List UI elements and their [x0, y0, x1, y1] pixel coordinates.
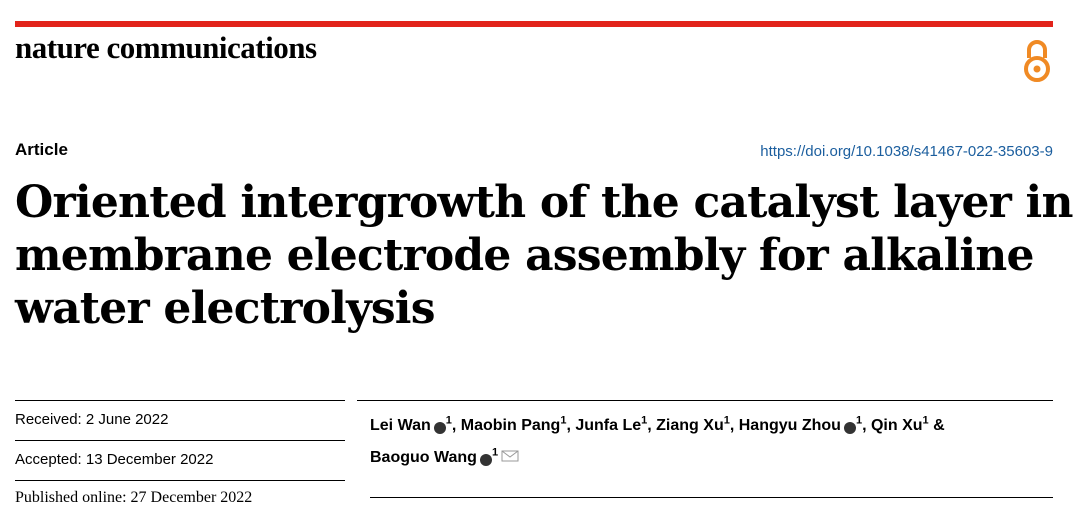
open-access-icon — [1024, 40, 1050, 82]
title-line: Oriented intergrowth of the catalyst lay… — [15, 177, 1073, 228]
affiliation: 1 — [641, 415, 648, 427]
affiliation: 1 — [560, 415, 567, 427]
journal-name: nature communications — [15, 30, 317, 65]
separator: & — [928, 417, 945, 435]
article-title: Oriented intergrowth of the catalyst lay… — [15, 176, 1073, 335]
author: Ziang Xu1, — [656, 415, 739, 435]
author: Qin Xu1 & — [870, 415, 945, 435]
author-name: Junfa Le — [575, 417, 642, 435]
title-line: membrane electrode assembly for alkaline — [15, 230, 1034, 281]
orcid-icon: ​ — [433, 422, 446, 435]
author-name: Lei Wan — [370, 417, 431, 435]
author-name: Qin Xu — [870, 417, 923, 435]
separator: , — [862, 417, 871, 435]
author-name: Maobin Pang — [460, 417, 561, 435]
email-icon[interactable] — [501, 450, 519, 462]
author-name: Ziang Xu — [656, 417, 724, 435]
separator: , — [566, 417, 576, 435]
affiliation: 1 — [445, 415, 452, 427]
affiliation: 1 — [855, 415, 863, 427]
divider — [357, 400, 1053, 401]
author-name: Hangyu Zhou — [738, 417, 841, 435]
author: Lei Wan​1, — [370, 415, 461, 435]
author-name: Baoguo Wang — [370, 448, 477, 466]
separator: , — [647, 417, 657, 435]
divider — [370, 497, 1053, 498]
separator: , — [451, 417, 461, 435]
divider — [15, 400, 345, 401]
received-date: Received: 2 June 2022 — [15, 411, 169, 428]
title-line: water electrolysis — [15, 283, 436, 334]
published-date: Published online: 27 December 2022 — [15, 489, 253, 506]
author: Maobin Pang1, — [460, 415, 576, 435]
divider — [15, 440, 345, 441]
author-list: Lei Wan​1, Maobin Pang1, Junfa Le1, Zian… — [370, 408, 1050, 471]
accepted-date: Accepted: 13 December 2022 — [15, 451, 214, 468]
affiliation: 1 — [922, 415, 929, 427]
author: Hangyu Zhou​1, — [738, 415, 871, 435]
orcid-icon: ​ — [843, 422, 856, 435]
affiliation: 1 — [491, 446, 499, 459]
separator: , — [729, 417, 739, 435]
header-bar — [15, 21, 1053, 27]
author: Junfa Le1, — [575, 415, 657, 435]
divider — [15, 480, 345, 481]
section-label: Article — [15, 140, 68, 159]
affiliation: 1 — [723, 415, 730, 427]
doi-link[interactable]: https://doi.org/10.1038/s41467-022-35603… — [760, 143, 1053, 160]
author: Baoguo Wang​1 — [370, 446, 519, 466]
orcid-icon: ​ — [479, 453, 492, 466]
